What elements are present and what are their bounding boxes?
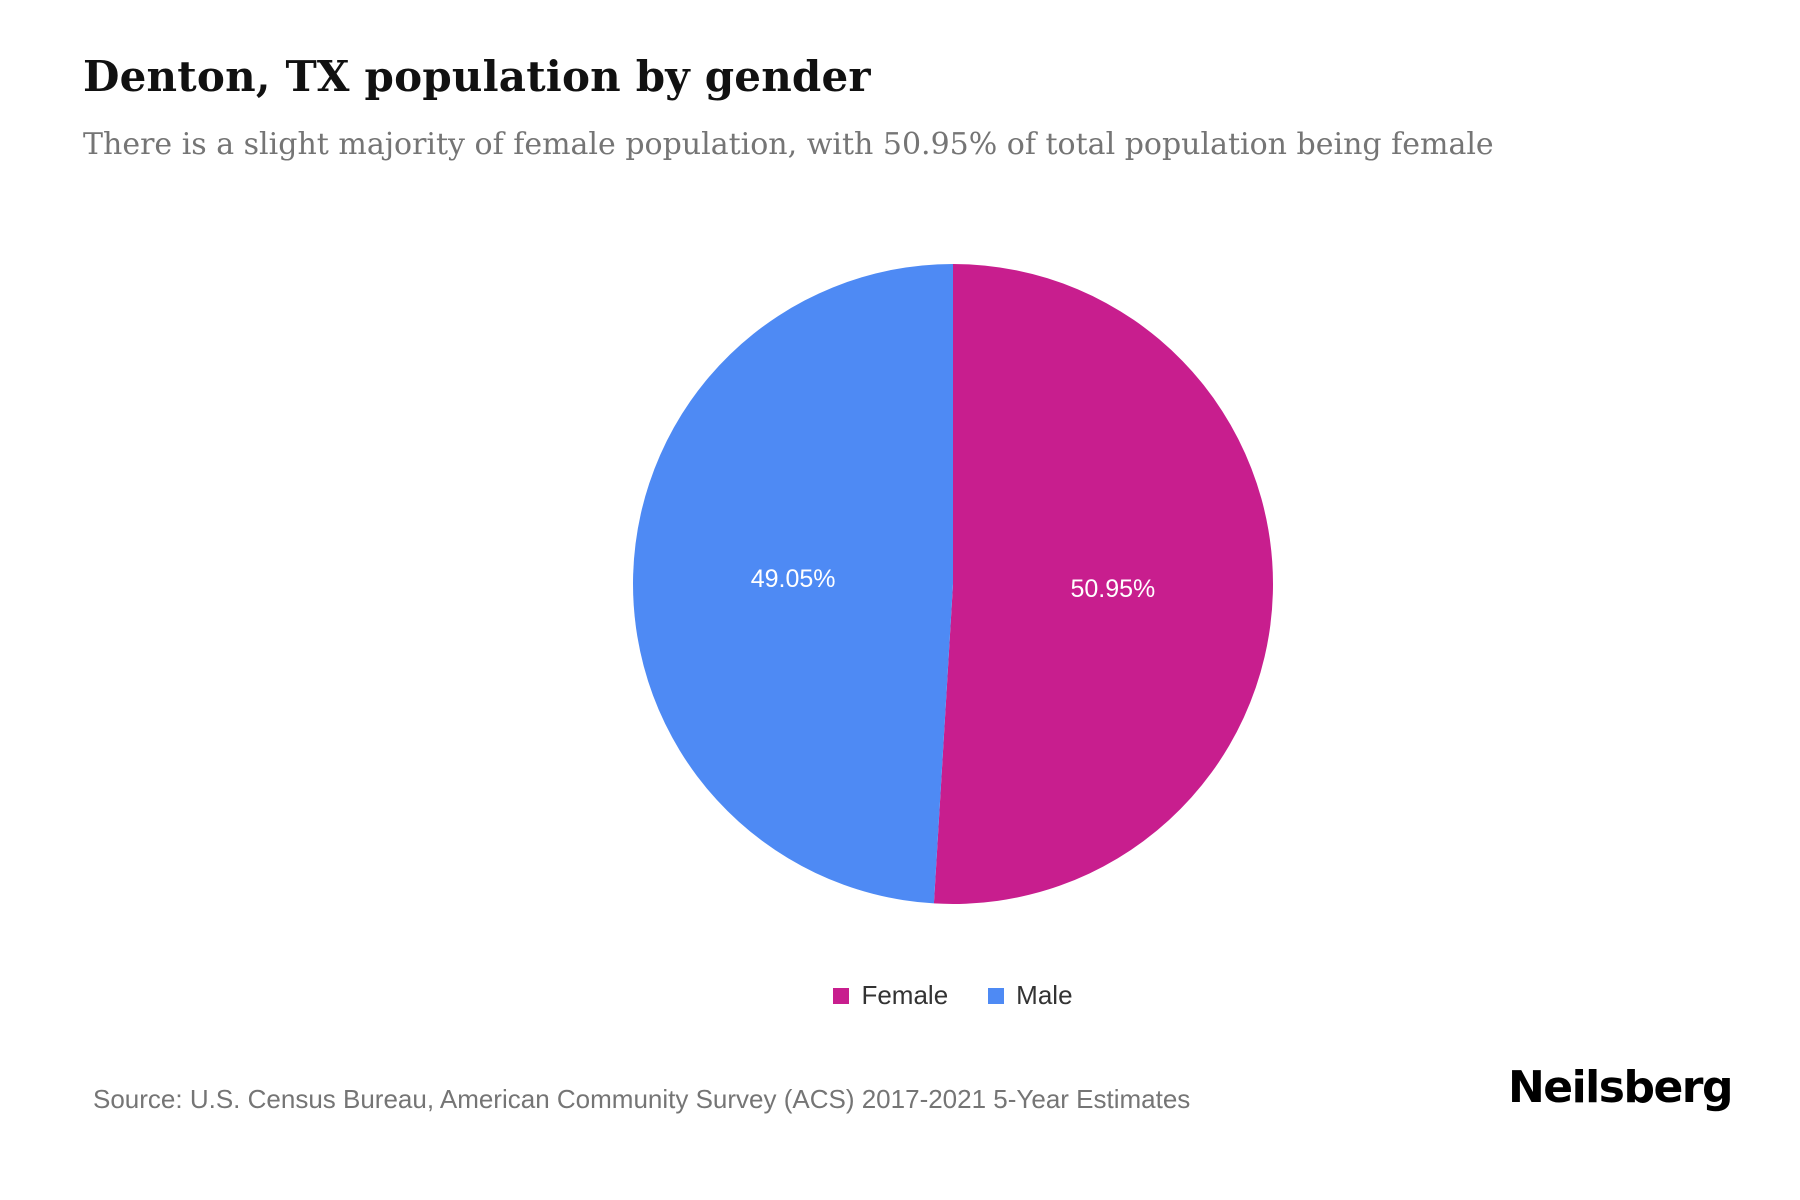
source-note: Source: U.S. Census Bureau, American Com… [93,1084,1191,1114]
legend-label-female: Female [861,980,949,1010]
slice-label-male: 49.05% [751,565,836,593]
pie-chart-svg: 50.95% 49.05% [633,264,1274,904]
legend-label-male: Male [1016,980,1073,1010]
chart-legend: Female Male [603,980,1303,1011]
chart-subtitle: There is a slight majority of female pop… [83,127,1494,162]
neilsberg-logo: Neilsberg [1507,1062,1734,1113]
legend-swatch-male [988,987,1005,1004]
chart-header: Denton, TX population by gender There is… [83,52,1733,162]
chart-title: Denton, TX population by gender [83,52,871,101]
pie-slice-female [933,264,1274,904]
legend-swatch-female [833,987,850,1004]
slice-label-female: 50.95% [1071,575,1156,603]
legend-item-female: Female [833,980,948,1011]
legend-item-male: Male [988,980,1073,1011]
pie-slice-male [633,264,953,904]
pie-chart: 50.95% 49.05% [603,234,1303,934]
